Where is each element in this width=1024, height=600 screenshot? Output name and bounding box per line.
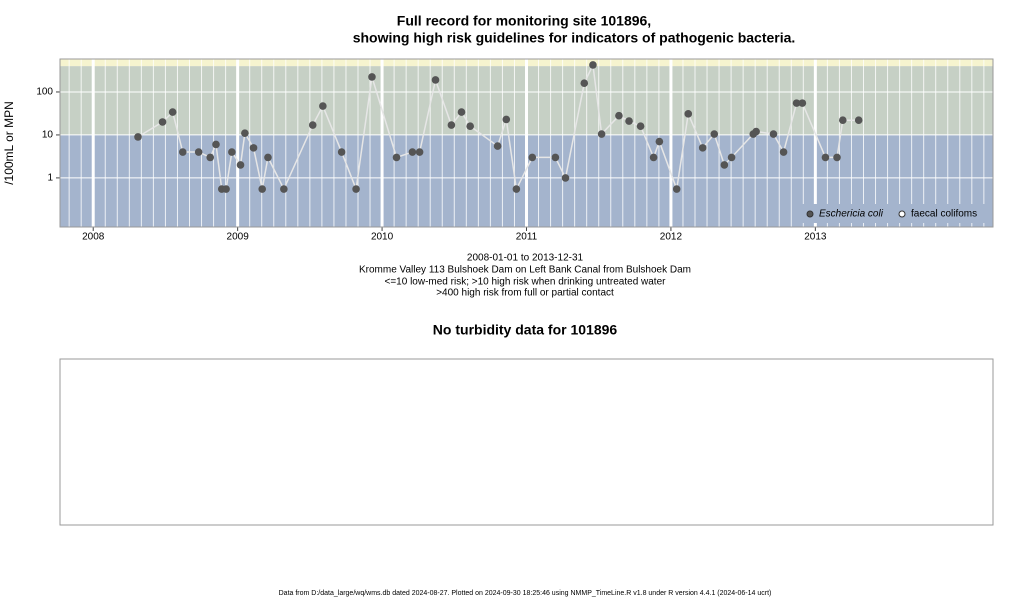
data-point [134,133,142,141]
data-point [821,153,830,162]
subtitle: Kromme Valley 113 Bulshoek Dam on Left B… [359,265,691,276]
x-tick-label: 2008 [82,232,105,243]
x-tick-label: 2012 [660,232,683,243]
subtitle: 2008-01-01 to 2013-12-31 [467,253,584,264]
data-point [551,153,560,162]
x-tick-label: 2010 [371,232,394,243]
data-point [710,130,719,138]
data-point [672,185,681,193]
x-tick-label: 2009 [227,232,250,243]
data-point [408,148,417,156]
data-point [168,108,177,116]
subtitle: <=10 low-med risk; >10 high risk when dr… [385,277,667,288]
data-point [625,117,633,125]
data-point [337,148,346,156]
data-point [249,144,258,152]
data-point [236,161,245,169]
legend: Eschericia coli faecal colifoms [802,204,989,223]
data-point [352,185,360,193]
data-point [561,174,570,182]
data-point [368,73,376,81]
legend-label: Eschericia coli [819,209,884,220]
data-point [158,118,167,126]
x-tick-label: 2011 [516,232,538,243]
data-point [779,148,788,156]
plot-frame [59,58,994,228]
data-point [264,153,272,162]
data-point [466,122,474,130]
data-point [308,121,317,129]
data-point [798,99,807,107]
data-point [280,185,288,193]
panel-title: No turbidity data for 101896 [433,322,618,338]
data-point [649,153,658,162]
data-point [512,185,521,193]
data-point [212,140,220,149]
data-point [769,130,778,138]
data-point [792,99,801,107]
data-point [833,153,841,162]
data-point [502,115,511,124]
data-point [720,161,729,169]
data-point [597,130,606,138]
data-point [206,153,215,162]
data-point [838,116,847,125]
data-point [447,121,456,129]
data-point [319,102,327,110]
y-tick-label: 10 [42,130,54,141]
data-point [589,61,597,69]
data-point [528,153,537,162]
data-point [222,185,230,193]
data-point [493,142,502,150]
legend-label: faecal colifoms [911,209,977,220]
data-point [228,148,236,156]
footer: Data from D:/data_large/wq/wms.db dated … [279,590,772,597]
data-point [258,185,266,193]
data-point [580,79,589,87]
data-point [392,153,401,162]
data-point [415,148,424,156]
data-point [241,129,249,137]
data-point [854,116,863,125]
data-point [698,144,707,152]
plot-area [60,59,993,227]
data-point [615,111,623,120]
y-axis-label: /100mL or MPN [2,101,16,185]
x-tick-label: 2013 [804,232,827,243]
data-point [752,127,760,136]
legend-box [802,204,989,223]
data-point [178,148,187,156]
data-point [655,137,664,146]
chart-title: showing high risk guidelines for indicat… [353,30,796,46]
series-line [137,62,859,192]
data-point [194,148,203,156]
data-point [636,122,645,130]
data-point [431,76,440,84]
data-point [727,153,736,162]
subtitle: >400 high risk from full or partial cont… [436,288,614,299]
data-point [457,108,466,116]
y-tick-label: 100 [36,87,53,98]
y-tick-label: 1 [47,173,53,184]
chart-title: Full record for monitoring site 101896, [397,13,651,29]
data-point [684,110,693,118]
legend-marker [806,210,814,218]
legend-marker [898,210,906,218]
empty-panel [59,358,994,526]
